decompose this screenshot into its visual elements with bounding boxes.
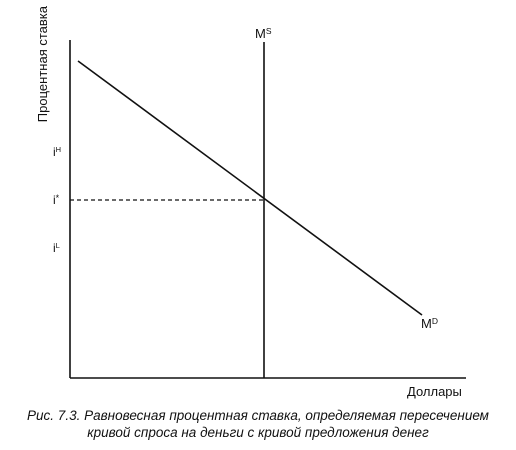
equilibrium-rate-label: i* [53, 193, 60, 207]
high-rate-label-sup: H [56, 145, 61, 154]
money-supply-label: MS [255, 26, 272, 41]
money-demand-label: MD [421, 316, 438, 331]
equilibrium-rate-label-sup: * [56, 193, 60, 203]
low-rate-label-sup: L [56, 241, 60, 250]
caption-line-2: кривой спроса на деньги с кривой предлож… [87, 425, 429, 440]
money-demand-label-sup: D [432, 316, 438, 326]
y-axis-label: Процентная ставка [35, 5, 50, 122]
money-demand-curve [77, 60, 423, 316]
caption-line-1: Рис. 7.3. Равновесная процентная ставка,… [27, 408, 489, 423]
money-supply-label-sup: S [266, 26, 272, 36]
high-rate-label: iH [53, 145, 61, 159]
low-rate-label: iL [53, 241, 60, 255]
figure-caption: Рис. 7.3. Равновесная процентная ставка,… [0, 407, 516, 441]
x-axis-label: Доллары [407, 384, 462, 399]
